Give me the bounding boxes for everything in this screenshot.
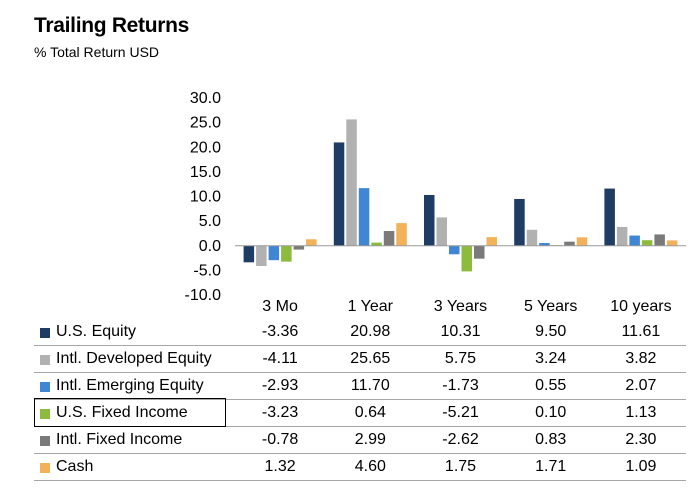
series-label: Cash <box>56 458 94 475</box>
value-cell: 0.83 <box>535 431 567 448</box>
chart-subtitle: % Total Return USD <box>34 44 160 60</box>
x-category-label: 3 Years <box>434 298 487 315</box>
value-cell: 20.98 <box>350 323 391 340</box>
table-row: Intl. Emerging Equity -2.93 11.70 -1.73 0.55… <box>34 373 686 400</box>
bar <box>449 245 460 255</box>
bar <box>358 188 370 246</box>
legend-swatch <box>40 463 50 473</box>
y-tick-label: 25.0 <box>190 115 221 132</box>
value-cell: 5.75 <box>444 350 477 367</box>
bar <box>243 245 255 263</box>
chart-title: Trailing Returns <box>34 14 190 37</box>
bar <box>436 217 447 246</box>
bar <box>333 142 345 246</box>
bar <box>256 245 267 266</box>
series-label: U.S. Equity <box>56 323 137 340</box>
bar <box>486 237 497 246</box>
y-tick-label: 5.0 <box>199 213 221 230</box>
series-label: Intl. Developed Equity <box>56 350 212 367</box>
series-label: Intl. Fixed Income <box>56 431 183 448</box>
value-cell: -3.36 <box>261 323 299 340</box>
y-tick-label: 30.0 <box>190 90 221 107</box>
value-cell: 2.07 <box>625 377 657 394</box>
value-cell: -0.78 <box>261 431 299 448</box>
value-cell: 3.82 <box>625 350 657 367</box>
value-cell: 1.75 <box>444 458 477 475</box>
bar <box>371 242 382 246</box>
value-cell: 2.99 <box>354 431 386 448</box>
x-category-label: 3 Mo <box>262 298 298 315</box>
highlight-box <box>34 398 226 427</box>
table-row: Intl. Developed Equity -4.11 25.65 5.75 3.24… <box>34 346 686 373</box>
x-category-label: 1 Year <box>348 298 394 315</box>
bar <box>526 229 538 246</box>
value-cell: 2.30 <box>625 431 657 448</box>
value-cell: -2.62 <box>442 431 479 448</box>
bar <box>514 198 525 246</box>
bar <box>641 240 653 246</box>
legend-swatch <box>40 382 50 392</box>
bar <box>474 245 485 259</box>
bar <box>383 231 395 246</box>
table-row: Intl. Fixed Income -0.78 2.99 -2.62 0.83 2.30 <box>34 427 686 454</box>
value-cell: -4.11 <box>262 350 298 367</box>
bar <box>396 223 407 246</box>
value-cell: -5.21 <box>442 404 479 421</box>
bar <box>604 188 615 246</box>
bar <box>346 119 357 246</box>
legend-swatch <box>40 436 50 446</box>
value-cell: 1.09 <box>625 458 657 475</box>
value-cell: 11.70 <box>350 377 390 394</box>
value-cell: -2.93 <box>261 377 299 394</box>
bar <box>629 235 640 246</box>
bar <box>268 245 280 261</box>
bar <box>576 237 588 246</box>
value-cell: 11.61 <box>621 323 661 340</box>
table-row: Cash 1.32 4.60 1.75 1.71 1.09 <box>34 454 686 481</box>
legend-swatch <box>40 355 50 365</box>
value-cell: -1.73 <box>442 377 479 394</box>
value-cell: 1.71 <box>535 458 567 475</box>
series-label: Intl. Emerging Equity <box>56 377 204 394</box>
bar <box>539 243 550 246</box>
y-tick-label: 0.0 <box>199 238 221 255</box>
value-cell: 1.32 <box>264 458 296 475</box>
bar <box>616 226 628 246</box>
bar <box>461 245 472 272</box>
x-category-label: 5 Years <box>524 298 577 315</box>
value-cell: 3.24 <box>535 350 567 367</box>
y-tick-label: -10.0 <box>185 287 222 304</box>
bar <box>424 194 435 246</box>
value-cell: 0.64 <box>354 404 386 421</box>
value-cell: 4.60 <box>354 458 386 475</box>
bar <box>654 234 665 246</box>
y-tick-label: -5.0 <box>193 262 221 279</box>
y-tick-label: 20.0 <box>190 139 221 156</box>
bar <box>666 240 678 246</box>
value-cell: 10.31 <box>440 323 481 340</box>
legend-swatch <box>40 409 50 419</box>
table-row: U.S. Equity -3.36 20.98 10.31 9.50 11.61 <box>34 319 686 346</box>
value-cell: 0.10 <box>535 404 567 421</box>
value-cell: 9.50 <box>535 323 567 340</box>
value-cell: 1.13 <box>625 404 657 421</box>
value-cell: 0.55 <box>535 377 567 394</box>
series-label: U.S. Fixed Income <box>56 404 188 421</box>
x-category-label: 10 years <box>610 298 671 315</box>
table-row: U.S. Fixed Income -3.23 0.64 -5.21 0.10 1.13 <box>34 400 686 427</box>
y-tick-label: 15.0 <box>190 164 221 181</box>
bar <box>281 245 292 262</box>
value-cell: -3.23 <box>261 404 299 421</box>
bar <box>293 245 305 250</box>
y-tick-label: 10.0 <box>190 189 221 206</box>
bar <box>564 241 575 246</box>
bar <box>306 239 317 246</box>
value-cell: 25.65 <box>350 350 391 367</box>
legend-swatch <box>40 328 50 338</box>
